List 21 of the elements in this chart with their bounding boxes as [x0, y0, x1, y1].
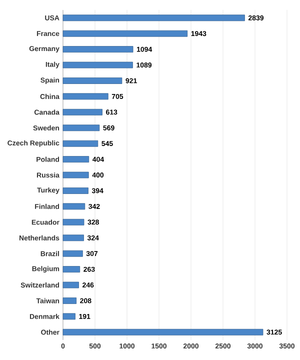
bar [62, 156, 90, 162]
bar [62, 30, 188, 37]
bar [62, 140, 98, 147]
bar [62, 203, 86, 210]
bar [62, 124, 100, 132]
bar [62, 46, 134, 52]
bar [62, 328, 264, 336]
bar [62, 250, 83, 257]
bar [62, 282, 79, 288]
bar [62, 218, 84, 226]
bar [62, 62, 133, 68]
bar [62, 14, 245, 22]
bar [62, 298, 77, 304]
bar [62, 108, 102, 116]
bar [62, 188, 88, 194]
bar [62, 78, 122, 84]
bar [62, 93, 108, 100]
bar [62, 266, 80, 272]
bar [62, 234, 84, 242]
bar [62, 313, 76, 320]
bar [62, 172, 89, 178]
